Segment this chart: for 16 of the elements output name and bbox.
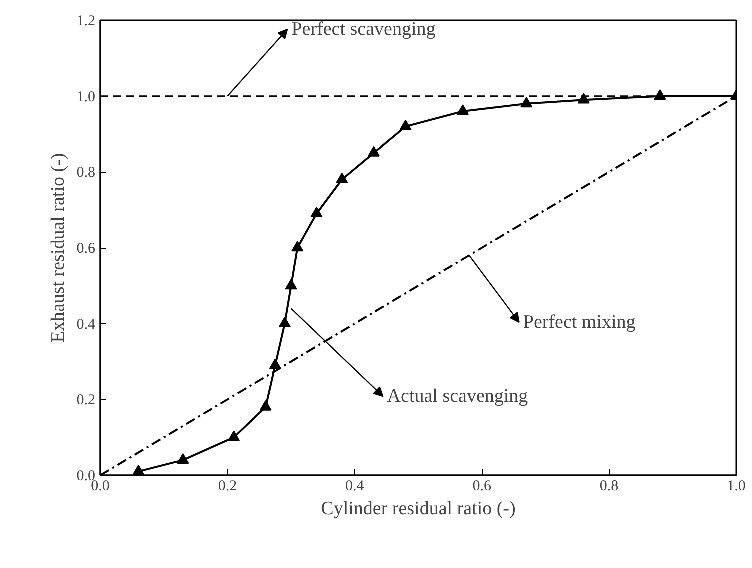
annotation: Perfect mixing bbox=[523, 312, 636, 334]
x-tick-label: 0.2 bbox=[218, 478, 238, 494]
y-tick-label: 0.2 bbox=[76, 392, 96, 409]
x-tick-label: 1.0 bbox=[727, 478, 746, 494]
annotation: Perfect scavenging bbox=[292, 18, 436, 40]
x-tick-label: 0.6 bbox=[472, 478, 492, 494]
y-tick-label: 0.6 bbox=[76, 241, 96, 257]
y-tick-label: 0.4 bbox=[76, 316, 96, 333]
x-tick-label: 0.8 bbox=[600, 478, 619, 494]
y-axis-title: Exhaust residual ratio (-) bbox=[48, 153, 69, 343]
y-tick-label: 1.0 bbox=[76, 89, 96, 106]
y-tick-label: 1.2 bbox=[76, 14, 96, 30]
x-axis-title: Cylinder residual ratio (-) bbox=[321, 498, 516, 520]
y-tick-label: 0.8 bbox=[76, 165, 96, 182]
x-tick-label: 0.4 bbox=[346, 478, 365, 494]
annotation: Actual scavenging bbox=[387, 386, 529, 408]
